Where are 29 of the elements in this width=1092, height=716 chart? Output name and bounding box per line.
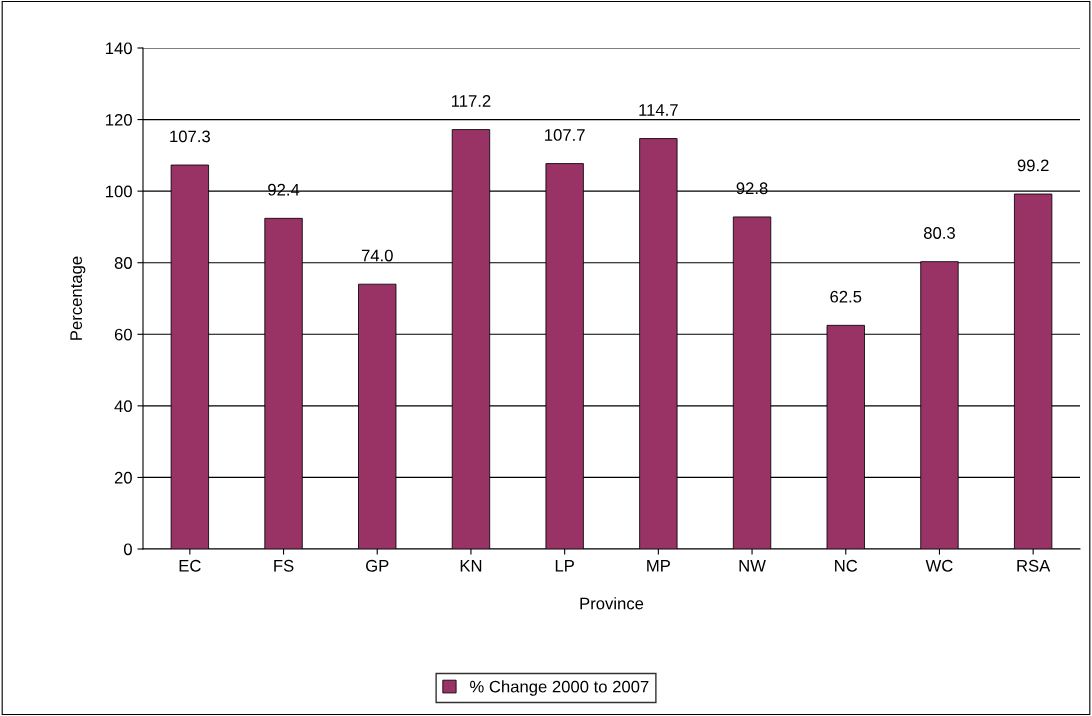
y-tick-label: 0 [123, 543, 132, 556]
y-tick-label: 20 [114, 471, 132, 484]
x-tick-label: EC [179, 559, 201, 572]
data-label: 62.5 [830, 290, 862, 303]
x-tick-label: GP [366, 559, 389, 572]
x-tick-label: NW [739, 560, 766, 572]
data-label: 80.3 [923, 227, 955, 239]
y-axis-title: Percentage [70, 256, 86, 340]
x-tick-label: WC [925, 559, 953, 572]
data-label: 114.7 [639, 104, 678, 116]
x-tick-label: NC [835, 559, 858, 572]
y-tick-label: 140 [106, 42, 132, 55]
data-label: 107.3 [170, 130, 210, 143]
x-tick-label: FS [274, 559, 294, 572]
x-tick-label: LP [555, 560, 574, 572]
x-tick-label: MP [647, 560, 670, 572]
y-tick-label: 120 [106, 113, 132, 126]
data-label: 107.7 [545, 129, 585, 141]
y-tick-label: 40 [114, 400, 132, 413]
legend-label: % Change 2000 to 2007 [470, 680, 649, 696]
x-tick-label: KN [460, 560, 482, 572]
y-tick-label: 100 [106, 185, 132, 198]
y-tick-label: 60 [114, 328, 132, 341]
data-label: 74.0 [361, 249, 393, 262]
data-label: 99.2 [1017, 159, 1049, 172]
x-tick-label: RSA [1017, 559, 1051, 572]
y-tick-label: 80 [114, 257, 132, 269]
data-label: 117.2 [451, 95, 491, 107]
x-axis-title: Province [580, 597, 644, 610]
